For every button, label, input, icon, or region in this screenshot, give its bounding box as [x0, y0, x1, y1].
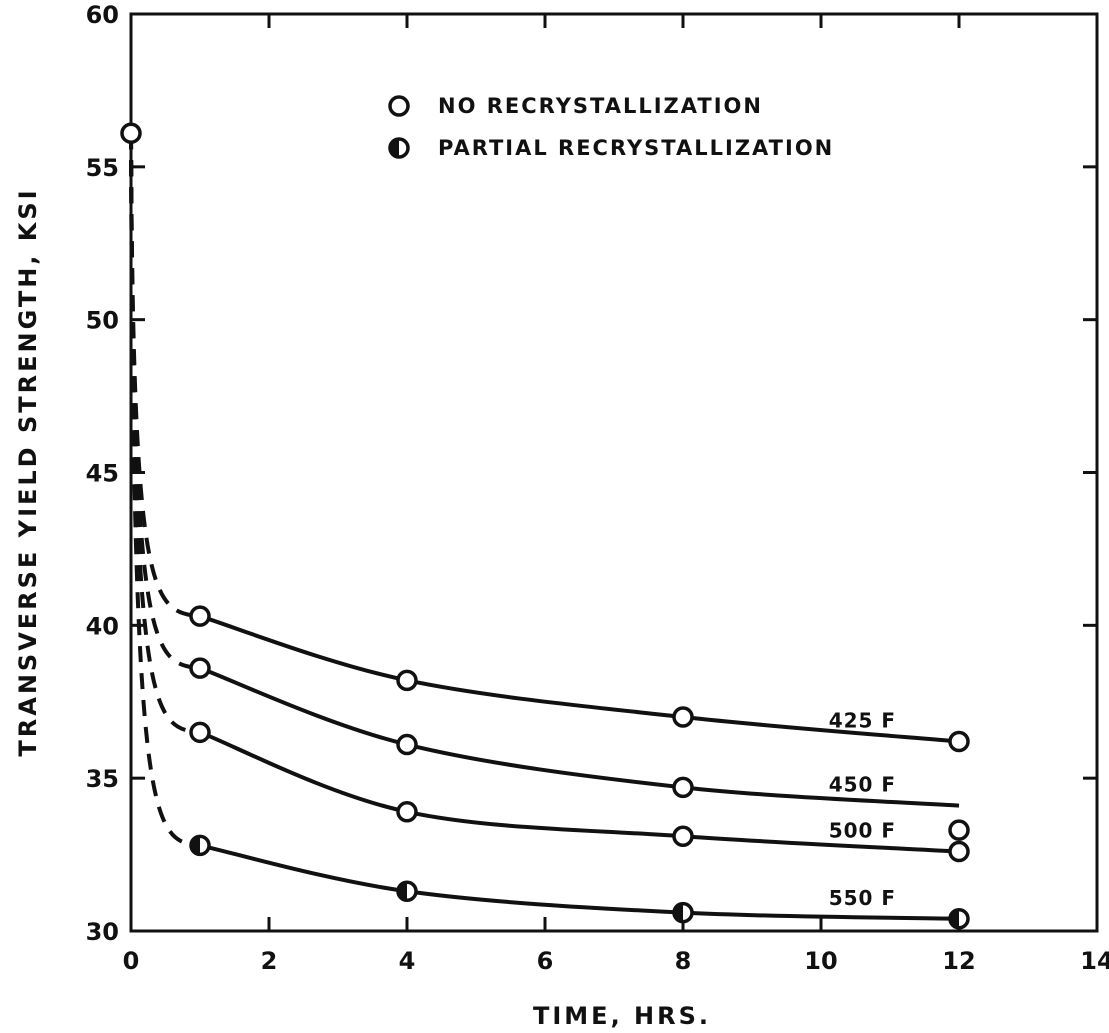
series-label: 450 F — [829, 773, 896, 797]
x-tick-labels: 0 2 4 6 8 10 12 14 — [123, 947, 1109, 975]
y-tick-label: 35 — [86, 765, 119, 793]
series-curves — [129, 133, 960, 921]
data-markers — [120, 122, 970, 930]
open-circle-marker — [672, 825, 694, 847]
legend: NO RECRYSTALLIZATION PARTIAL RECRYSTALLI… — [388, 94, 834, 160]
open-circle-marker — [672, 776, 694, 799]
series-label: 500 F — [829, 819, 896, 843]
dashed-curve-450f — [129, 133, 201, 671]
open-circle-marker — [388, 95, 410, 117]
open-circle-marker — [396, 801, 418, 823]
open-circle-marker — [948, 730, 970, 753]
y-tick-label: 50 — [86, 307, 119, 335]
y-tick-label: 45 — [86, 460, 119, 488]
open-circle-marker — [948, 840, 970, 863]
legend-label-no-recrystallization: NO RECRYSTALLIZATION — [438, 94, 763, 118]
x-tick-label: 6 — [537, 947, 554, 975]
y-tick-label: 30 — [86, 918, 119, 946]
x-axis-title: TIME, HRS. — [533, 1002, 711, 1030]
dashed-curve-550f — [129, 133, 201, 848]
half-filled-circle-fill — [390, 139, 399, 157]
series-label: 425 F — [829, 708, 896, 732]
half-filled-circle-fill — [950, 909, 959, 928]
open-circle-marker — [120, 122, 142, 144]
open-circle-marker — [672, 706, 694, 728]
open-circle-marker — [396, 669, 418, 692]
open-circle-marker — [948, 819, 970, 841]
legend-label-partial-recrystallization: PARTIAL RECRYSTALLIZATION — [438, 136, 834, 160]
y-tick-label: 60 — [86, 1, 119, 29]
open-circle-marker — [189, 657, 211, 679]
solid-curve-450f — [199, 666, 960, 808]
legend-marker-half-filled-circle — [388, 137, 410, 159]
series-label: 550 F — [829, 886, 896, 910]
x-tick-label: 12 — [942, 947, 975, 975]
dashed-curve-500f — [129, 133, 201, 735]
y-tick-labels: 30 35 40 45 50 55 60 — [86, 1, 119, 946]
solid-curve-425f — [199, 614, 960, 744]
y-tick-label: 40 — [86, 612, 119, 640]
open-circle-marker — [396, 733, 418, 756]
x-tick-label: 0 — [123, 947, 140, 975]
half-filled-circle-fill — [674, 903, 683, 922]
x-tick-label: 8 — [675, 947, 692, 975]
x-tick-label: 4 — [399, 947, 416, 975]
open-circle-marker — [189, 605, 211, 627]
open-circle-marker — [189, 721, 211, 744]
y-tick-label: 55 — [86, 154, 119, 182]
y-axis-title: TRANSVERSE YIELD STRENGTH, KSI — [14, 187, 42, 756]
x-tick-label: 14 — [1080, 947, 1109, 975]
x-tick-label: 2 — [261, 947, 278, 975]
half-filled-circle-fill — [191, 836, 200, 855]
half-filled-circle-fill — [398, 882, 407, 901]
solid-curve-500f — [199, 730, 960, 854]
legend-marker-open-circle — [388, 95, 410, 117]
series-labels: 425 F 450 F 500 F 550 F — [829, 708, 896, 910]
solid-curve-550f — [199, 843, 960, 921]
x-tick-label: 10 — [804, 947, 837, 975]
